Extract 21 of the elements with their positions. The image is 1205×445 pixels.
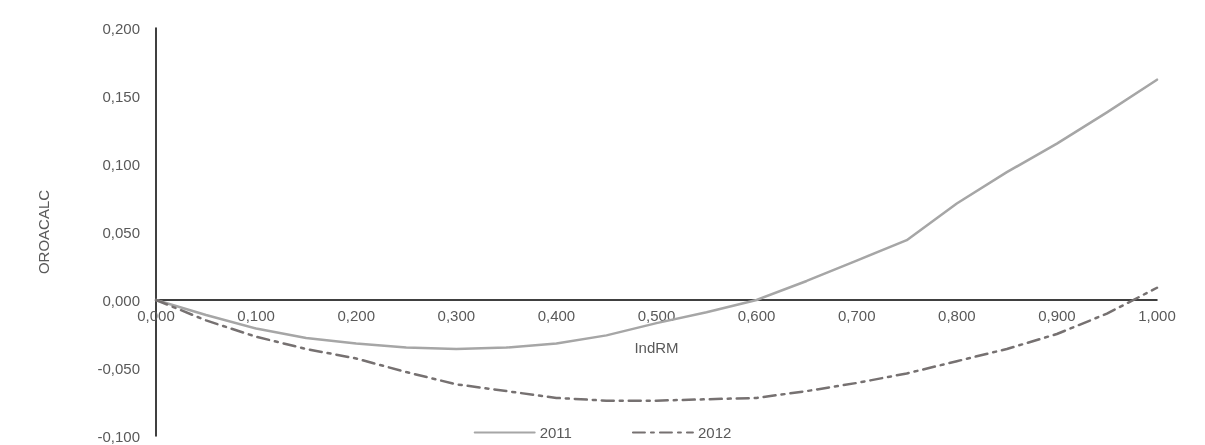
y-tick-label: 0,000 [102,291,140,309]
x-tick-label: 0,300 [437,307,476,324]
x-tick-label: 0,900 [1038,307,1076,324]
y-tick-label: 0,100 [102,155,140,173]
x-tick-label: 0,700 [837,307,876,324]
y-tick-label: 0,050 [102,223,140,241]
y-tick-label: 0,200 [102,19,140,37]
x-tick-label: 0,600 [737,307,776,324]
x-tick-label: 1,000 [1138,307,1176,324]
x-tick-label: 0,400 [537,307,576,324]
x-tick-label: 0,100 [237,307,275,324]
x-tick-label: 0,200 [337,307,375,324]
y-tick-label: -0,100 [97,427,140,445]
x-tick-label: 0,500 [637,307,676,324]
x-axis-title: IndRM [634,339,679,356]
y-axis-title: OROACALC [35,189,52,275]
y-tick-label: 0,150 [102,87,140,105]
x-tick-label: 0,800 [938,307,976,324]
legend-label: 2011 [539,424,572,441]
y-tick-label: -0,050 [97,359,140,377]
legend-label: 2012 [697,424,732,441]
